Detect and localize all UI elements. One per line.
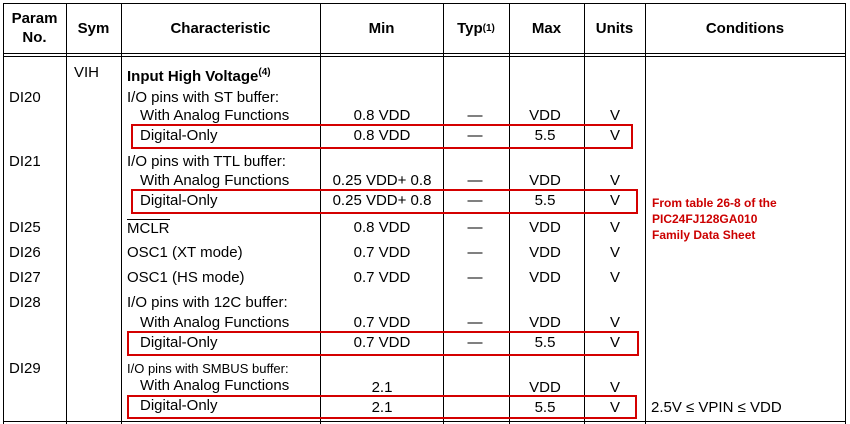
row-label: I/O pins with SMBUS buffer: xyxy=(127,361,289,376)
section-title: Input High Voltage(4) xyxy=(127,64,271,86)
min-value: 0.8 VDD xyxy=(353,127,411,144)
col-border xyxy=(66,3,67,424)
section-title-text: Input High Voltage xyxy=(127,68,259,85)
row-label-mclr: MCLR xyxy=(127,219,170,237)
units-value: V xyxy=(609,127,621,144)
units-value: V xyxy=(609,399,621,416)
row-label: Digital-Only xyxy=(140,192,218,209)
header-param: Param No. xyxy=(3,3,66,53)
min-value: 2.1 xyxy=(371,399,393,416)
units-value: V xyxy=(609,219,621,236)
header-units: Units xyxy=(595,19,634,37)
annotation-line: Family Data Sheet xyxy=(652,228,756,242)
max-value: VDD xyxy=(529,314,561,331)
highlight-box xyxy=(127,395,637,419)
section-sym: VIH xyxy=(74,64,100,81)
min-value: 0.7 VDD xyxy=(353,314,411,331)
units-value: V xyxy=(609,314,621,331)
row-label: OSC1 (HS mode) xyxy=(127,269,245,286)
highlight-box xyxy=(131,189,638,214)
section-title-footnote: (4) xyxy=(258,67,271,78)
col-border xyxy=(645,3,646,424)
source-annotation: From table 26-8 of the PIC24FJ128GA010 F… xyxy=(652,195,777,243)
max-value: 5.5 xyxy=(534,127,556,144)
units-value: V xyxy=(609,107,621,124)
row-label: With Analog Functions xyxy=(140,107,290,124)
header-min: Min xyxy=(368,19,395,37)
header-divider xyxy=(3,53,846,54)
header-characteristic: Characteristic xyxy=(170,19,271,37)
typ-value: — xyxy=(467,314,483,331)
typ-value: — xyxy=(467,269,483,286)
highlight-box xyxy=(131,124,633,149)
min-value: 2.1 xyxy=(371,379,393,396)
row-label: I/O pins with ST buffer: xyxy=(127,89,280,106)
col-border xyxy=(845,3,846,424)
header-divider-double xyxy=(3,56,846,57)
param-di27: DI27 xyxy=(9,269,41,286)
conditions-value: 2.5V ≤ VPIN ≤ VDD xyxy=(651,399,782,416)
min-value: 0.25 VDD+ 0.8 xyxy=(332,192,432,209)
units-value: V xyxy=(609,172,621,189)
typ-value: — xyxy=(467,219,483,236)
col-border xyxy=(3,3,4,424)
max-value: VDD xyxy=(529,172,561,189)
units-value: V xyxy=(609,192,621,209)
max-value: 5.5 xyxy=(534,192,556,209)
header-param-line1: Param xyxy=(11,10,58,27)
row-label: With Analog Functions xyxy=(140,172,290,189)
min-value: 0.25 VDD+ 0.8 xyxy=(332,172,432,189)
units-value: V xyxy=(609,244,621,261)
typ-value: — xyxy=(467,192,483,209)
min-value: 0.8 VDD xyxy=(353,219,411,236)
typ-value: — xyxy=(467,127,483,144)
row-label: Digital-Only xyxy=(140,397,218,414)
typ-value: — xyxy=(467,334,483,351)
col-border xyxy=(121,3,122,424)
max-value: 5.5 xyxy=(534,334,556,351)
max-value: VDD xyxy=(529,379,561,396)
row-label: With Analog Functions xyxy=(140,314,290,331)
row-label: Digital-Only xyxy=(140,127,218,144)
max-value: VDD xyxy=(529,219,561,236)
param-di28: DI28 xyxy=(9,294,41,311)
min-value: 0.8 VDD xyxy=(353,107,411,124)
typ-value: — xyxy=(467,107,483,124)
max-value: 5.5 xyxy=(534,399,556,416)
annotation-line: From table 26-8 of the xyxy=(652,196,777,210)
min-value: 0.7 VDD xyxy=(353,334,411,351)
table-top-border xyxy=(3,3,846,4)
max-value: VDD xyxy=(529,269,561,286)
units-value: V xyxy=(609,269,621,286)
max-value: VDD xyxy=(529,107,561,124)
header-typ-label: Typ xyxy=(457,19,483,37)
min-value: 0.7 VDD xyxy=(353,244,411,261)
header-conditions: Conditions xyxy=(705,19,785,37)
row-label: I/O pins with TTL buffer: xyxy=(127,153,286,170)
max-value: VDD xyxy=(529,244,561,261)
row-label: I/O pins with 12C buffer: xyxy=(127,294,288,311)
units-value: V xyxy=(609,379,621,396)
row-label: OSC1 (XT mode) xyxy=(127,244,243,261)
row-label: Digital-Only xyxy=(140,334,218,351)
param-di20: DI20 xyxy=(9,89,41,106)
table-bottom-border xyxy=(3,421,846,422)
typ-value: — xyxy=(467,244,483,261)
highlight-box xyxy=(127,331,639,356)
header-param-line2: No. xyxy=(22,29,47,46)
header-typ: Typ (1) xyxy=(443,3,509,53)
param-di26: DI26 xyxy=(9,244,41,261)
param-di21: DI21 xyxy=(9,153,41,170)
row-label: With Analog Functions xyxy=(140,377,290,394)
annotation-line: PIC24FJ128GA010 xyxy=(652,212,758,226)
units-value: V xyxy=(609,334,621,351)
header-max: Max xyxy=(531,19,562,37)
param-di29: DI29 xyxy=(9,360,41,377)
typ-value: — xyxy=(467,172,483,189)
header-sym: Sym xyxy=(77,19,110,37)
min-value: 0.7 VDD xyxy=(353,269,411,286)
param-di25: DI25 xyxy=(9,219,41,236)
header-typ-footnote: (1) xyxy=(482,22,495,34)
